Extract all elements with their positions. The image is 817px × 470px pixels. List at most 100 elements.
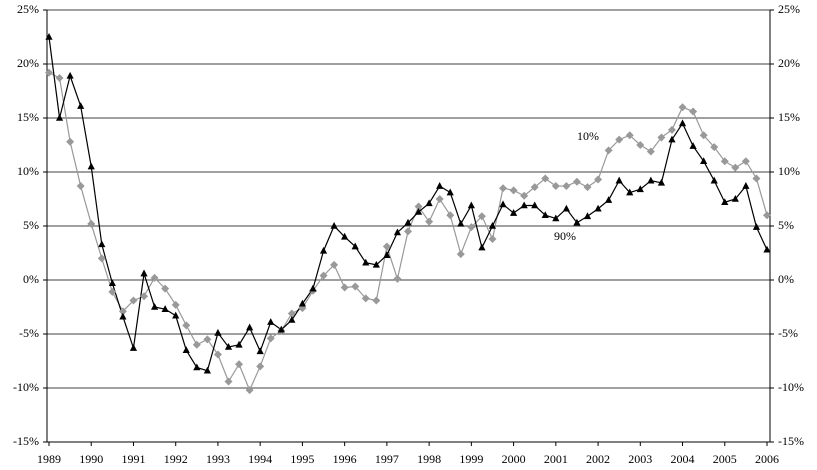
- data-point: [171, 300, 180, 309]
- series-line: [48, 36, 768, 372]
- data-point: [520, 201, 528, 209]
- data-point: [436, 182, 444, 189]
- data-point: [562, 182, 571, 191]
- data-point: [531, 201, 539, 209]
- series-label: 90%: [554, 229, 576, 243]
- data-point: [604, 146, 613, 155]
- data-point: [478, 243, 486, 251]
- y-tick-label: 5%: [23, 218, 39, 232]
- y-tick-label: -15%: [13, 434, 39, 448]
- y-tick-label: 25%: [17, 2, 39, 16]
- data-point: [277, 325, 285, 333]
- data-point: [488, 222, 497, 229]
- data-point: [182, 346, 190, 353]
- series-label: 10%: [577, 129, 599, 143]
- x-tick-label: 1992: [164, 452, 188, 466]
- data-point: [414, 202, 423, 211]
- data-point: [425, 217, 434, 226]
- x-tick-label: 1996: [333, 452, 357, 466]
- y2-tick-label: -15%: [778, 434, 804, 448]
- data-point: [404, 218, 412, 226]
- data-point: [235, 360, 244, 369]
- data-point: [256, 347, 264, 355]
- data-point: [182, 321, 191, 330]
- data-point: [97, 254, 106, 263]
- y-tick-label: 10%: [17, 164, 39, 178]
- data-point: [678, 103, 687, 112]
- data-point: [330, 260, 339, 269]
- data-point: [446, 211, 455, 220]
- y2-tick-label: 5%: [778, 218, 794, 232]
- data-point: [372, 296, 381, 305]
- data-point: [667, 125, 676, 134]
- data-point: [341, 232, 349, 240]
- y-tick-label: 20%: [17, 56, 39, 70]
- data-point: [140, 292, 149, 301]
- y-tick-label: 0%: [23, 272, 39, 286]
- x-tick-label: 1989: [37, 452, 61, 466]
- data-point: [541, 174, 550, 183]
- data-point: [266, 334, 275, 343]
- data-point: [383, 251, 391, 258]
- data-point: [742, 182, 750, 189]
- data-point: [647, 176, 655, 184]
- data-point: [129, 296, 138, 305]
- data-point: [710, 176, 718, 184]
- x-tick-label: 1999: [459, 452, 483, 466]
- x-tick-label: 2006: [755, 452, 779, 466]
- x-tick-label: 2001: [544, 452, 568, 466]
- data-point: [267, 318, 275, 325]
- data-point: [741, 157, 750, 166]
- data-point: [161, 305, 169, 312]
- data-point: [288, 315, 296, 323]
- data-point: [172, 311, 180, 319]
- data-point: [636, 185, 644, 193]
- data-point: [615, 176, 623, 184]
- data-point: [625, 131, 634, 140]
- y2-tick-label: 20%: [778, 56, 800, 70]
- data-point: [530, 183, 539, 192]
- data-point: [509, 209, 518, 216]
- data-point: [710, 143, 719, 152]
- data-point: [108, 287, 117, 296]
- data-point: [55, 114, 64, 121]
- data-point: [235, 340, 243, 348]
- data-point: [509, 186, 518, 195]
- y2-tick-label: 25%: [778, 2, 800, 16]
- data-point: [594, 175, 603, 184]
- y2-tick-label: 15%: [778, 110, 800, 124]
- data-point: [140, 269, 148, 277]
- data-point: [763, 211, 771, 220]
- data-point: [615, 135, 624, 144]
- data-point: [467, 201, 475, 209]
- data-point: [319, 246, 328, 254]
- data-point: [572, 177, 581, 186]
- data-point: [404, 227, 412, 236]
- data-point: [45, 33, 53, 40]
- data-point: [256, 362, 265, 371]
- data-point: [499, 184, 508, 193]
- data-point: [477, 212, 486, 221]
- data-point: [562, 204, 570, 212]
- data-point: [657, 178, 666, 186]
- data-point: [361, 294, 370, 303]
- data-point: [118, 307, 127, 316]
- data-point: [520, 191, 529, 200]
- x-tick-label: 1990: [79, 452, 103, 466]
- data-point: [488, 234, 497, 243]
- data-point: [541, 211, 549, 218]
- x-tick-label: 2002: [586, 452, 610, 466]
- x-tick-label: 1994: [248, 452, 272, 466]
- data-point: [499, 200, 507, 208]
- data-point: [467, 223, 476, 232]
- data-point: [119, 312, 127, 320]
- data-point: [193, 363, 201, 371]
- y-tick-label: -10%: [13, 380, 39, 394]
- data-point: [224, 377, 233, 386]
- data-point: [657, 133, 666, 142]
- data-point: [245, 386, 254, 395]
- data-point: [456, 250, 465, 259]
- data-point: [203, 335, 212, 344]
